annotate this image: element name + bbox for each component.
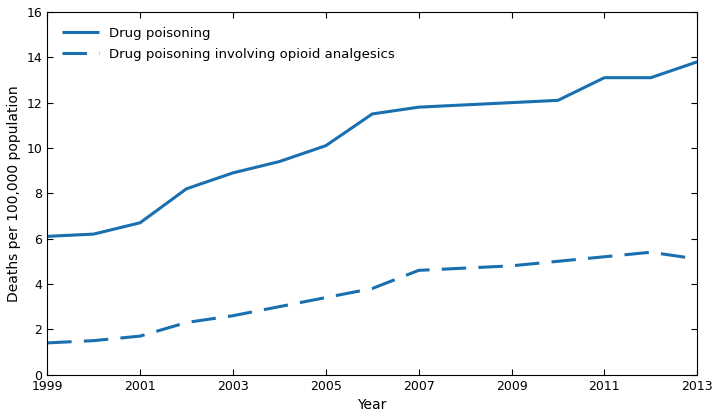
Drug poisoning involving opioid analgesics <box>647 250 655 255</box>
Drug poisoning <box>89 232 98 237</box>
Drug poisoning involving opioid analgesics <box>89 338 98 343</box>
Drug poisoning involving opioid analgesics <box>368 286 377 291</box>
Drug poisoning involving opioid analgesics <box>461 266 469 271</box>
Legend: Drug poisoning, Drug poisoning involving opioid analgesics: Drug poisoning, Drug poisoning involving… <box>54 18 403 69</box>
Drug poisoning <box>182 186 191 191</box>
Drug poisoning <box>693 59 701 65</box>
Drug poisoning <box>507 100 516 105</box>
Drug poisoning involving opioid analgesics <box>229 313 238 318</box>
Drug poisoning involving opioid analgesics <box>414 268 423 273</box>
Drug poisoning <box>600 75 608 80</box>
Drug poisoning <box>368 111 377 116</box>
Drug poisoning <box>461 102 469 107</box>
Line: Drug poisoning involving opioid analgesics: Drug poisoning involving opioid analgesi… <box>48 252 697 343</box>
Drug poisoning involving opioid analgesics <box>136 334 145 339</box>
Drug poisoning <box>647 75 655 80</box>
Drug poisoning involving opioid analgesics <box>554 259 562 264</box>
Drug poisoning involving opioid analgesics <box>182 320 191 325</box>
Drug poisoning involving opioid analgesics <box>693 256 701 261</box>
Drug poisoning involving opioid analgesics <box>600 254 608 259</box>
X-axis label: Year: Year <box>358 398 387 412</box>
Drug poisoning involving opioid analgesics <box>507 263 516 268</box>
Drug poisoning <box>136 220 145 225</box>
Drug poisoning <box>275 159 284 164</box>
Drug poisoning <box>43 234 52 239</box>
Drug poisoning <box>554 98 562 103</box>
Drug poisoning involving opioid analgesics <box>43 340 52 345</box>
Drug poisoning <box>322 143 330 148</box>
Drug poisoning <box>414 105 423 110</box>
Drug poisoning <box>229 171 238 176</box>
Line: Drug poisoning: Drug poisoning <box>48 62 697 236</box>
Drug poisoning involving opioid analgesics <box>275 304 284 309</box>
Drug poisoning involving opioid analgesics <box>322 295 330 300</box>
Y-axis label: Deaths per 100,000 population: Deaths per 100,000 population <box>7 85 21 302</box>
